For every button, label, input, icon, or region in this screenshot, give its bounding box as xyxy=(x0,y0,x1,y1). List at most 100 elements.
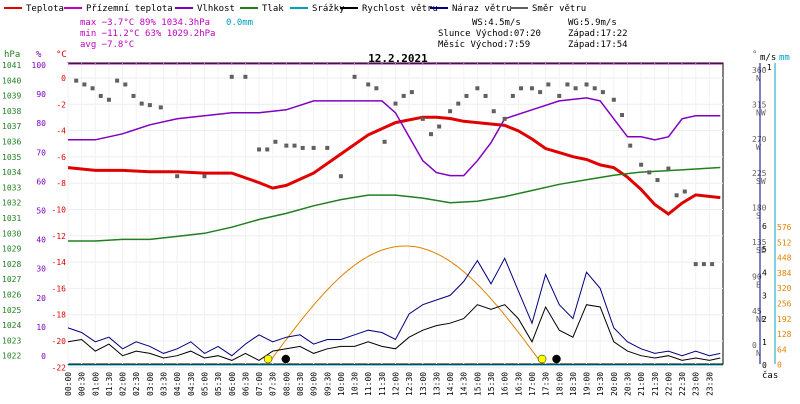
point-smer-vetru xyxy=(352,74,357,79)
x-tick-label: 14:00 xyxy=(446,372,455,396)
temp-tick-label: -16 xyxy=(52,284,67,293)
point-smer-vetru xyxy=(639,162,644,167)
point-smer-vetru xyxy=(74,78,79,83)
direction-tick-compass: N xyxy=(756,74,761,83)
point-smer-vetru xyxy=(565,82,570,87)
x-tick-label: 00:30 xyxy=(78,372,87,396)
point-smer-vetru xyxy=(284,143,289,148)
direction-tick-label: 225 xyxy=(752,169,767,178)
x-tick-label: 07:00 xyxy=(255,372,264,396)
ms-header: m/s xyxy=(760,53,776,63)
point-smer-vetru xyxy=(292,143,297,148)
x-tick-label: 15:30 xyxy=(487,372,496,396)
point-smer-vetru xyxy=(666,166,671,171)
point-smer-vetru xyxy=(311,145,316,150)
pressure-tick-label: 1026 xyxy=(2,291,21,300)
rain-tick-label: 0 xyxy=(777,361,782,370)
temp-tick-label: -2 xyxy=(56,100,66,109)
temp-header: °C xyxy=(56,50,67,60)
point-smer-vetru xyxy=(529,86,534,91)
stats-moon-set: Západ:17:54 xyxy=(568,40,628,50)
sunrise-marker xyxy=(263,354,273,364)
x-tick-label: 17:00 xyxy=(528,372,537,396)
stats-avg: avg −7.8°C xyxy=(80,40,134,50)
legend-label-5: Rychlost větru xyxy=(362,4,438,14)
humidity-tick-label: 70 xyxy=(36,148,46,157)
stats-sun-set: Západ:17:22 xyxy=(568,29,628,39)
pressure-tick-label: 1032 xyxy=(2,199,21,208)
x-tick-label: 23:30 xyxy=(705,372,714,396)
pressure-tick-label: 1025 xyxy=(2,306,21,315)
point-smer-vetru xyxy=(393,101,398,106)
x-tick-label: 04:30 xyxy=(187,372,196,396)
humidity-tick-label: 20 xyxy=(36,294,46,303)
temp-tick-label: -14 xyxy=(52,258,67,267)
rain-tick-label: 512 xyxy=(777,238,792,247)
point-smer-vetru xyxy=(456,101,461,106)
point-smer-vetru xyxy=(573,86,578,91)
point-smer-vetru xyxy=(584,82,589,87)
point-smer-vetru xyxy=(693,262,698,267)
x-tick-label: 22:00 xyxy=(664,372,673,396)
point-smer-vetru xyxy=(655,178,660,183)
x-tick-label: 13:00 xyxy=(419,372,428,396)
x-tick-label: 23:00 xyxy=(692,372,701,396)
point-smer-vetru xyxy=(257,147,262,152)
humidity-tick-label: 60 xyxy=(36,177,46,186)
pressure-tick-label: 1030 xyxy=(2,229,21,238)
x-tick-label: 18:30 xyxy=(569,372,578,396)
legend-label-4: Srážky xyxy=(312,4,345,14)
x-tick-label: 00:00 xyxy=(64,372,73,396)
legend-label-1: Přízemní teplota xyxy=(86,4,173,14)
point-smer-vetru xyxy=(628,143,633,148)
legend-label-0: Teplota xyxy=(26,4,64,14)
pressure-tick-label: 1038 xyxy=(2,107,21,116)
direction-tick-label: 180 xyxy=(752,204,767,213)
pressure-tick-label: 1027 xyxy=(2,275,21,284)
x-tick-label: 05:00 xyxy=(200,372,209,396)
direction-tick-label: 45 xyxy=(752,307,762,316)
pressure-tick-label: 1023 xyxy=(2,336,21,345)
point-smer-vetru xyxy=(475,86,480,91)
x-tick-label: 12:30 xyxy=(405,372,414,396)
humidity-tick-label: 30 xyxy=(36,265,46,274)
chart-title: 12.2.2021 xyxy=(368,52,428,65)
temp-tick-label: -20 xyxy=(52,337,67,346)
point-smer-vetru xyxy=(82,82,87,87)
x-tick-label: 16:00 xyxy=(501,372,510,396)
temp-tick-label: 0 xyxy=(61,74,66,83)
sun-arc xyxy=(267,245,542,365)
point-smer-vetru xyxy=(592,86,597,91)
point-smer-vetru xyxy=(158,105,163,110)
direction-tick-compass: SE xyxy=(756,246,766,255)
sunset-marker xyxy=(537,354,547,364)
x-tick-label: 19:00 xyxy=(583,372,592,396)
rain-tick-label: 128 xyxy=(777,330,792,339)
pressure-tick-label: 1040 xyxy=(2,76,21,85)
direction-tick-label: 270 xyxy=(752,135,767,144)
point-smer-vetru xyxy=(620,113,625,118)
point-smer-vetru xyxy=(448,109,453,114)
pressure-tick-label: 1022 xyxy=(2,352,21,361)
x-tick-label: 05:30 xyxy=(214,372,223,396)
humidity-tick-label: 50 xyxy=(36,207,46,216)
pressure-tick-label: 1041 xyxy=(2,61,21,70)
point-smer-vetru xyxy=(409,90,414,95)
rain-tick-label: 576 xyxy=(777,223,792,232)
pressure-tick-label: 1031 xyxy=(2,214,21,223)
stats-moon: Měsíc Východ:7:59 xyxy=(438,40,530,50)
x-tick-label: 06:00 xyxy=(228,372,237,396)
point-smer-vetru xyxy=(420,116,425,121)
stats-min: min −11.2°C 63% 1029.2hPa xyxy=(80,29,215,39)
direction-tick-compass: SW xyxy=(756,177,766,186)
point-smer-vetru xyxy=(401,93,406,98)
wind-tick-label: 4 xyxy=(762,268,767,277)
point-smer-vetru xyxy=(243,74,248,79)
point-smer-vetru xyxy=(701,262,706,267)
point-smer-vetru xyxy=(710,262,715,267)
temp-tick-label: -10 xyxy=(52,206,67,215)
point-smer-vetru xyxy=(682,189,687,194)
x-tick-label: 20:00 xyxy=(610,372,619,396)
rain-tick-label: 256 xyxy=(777,300,792,309)
